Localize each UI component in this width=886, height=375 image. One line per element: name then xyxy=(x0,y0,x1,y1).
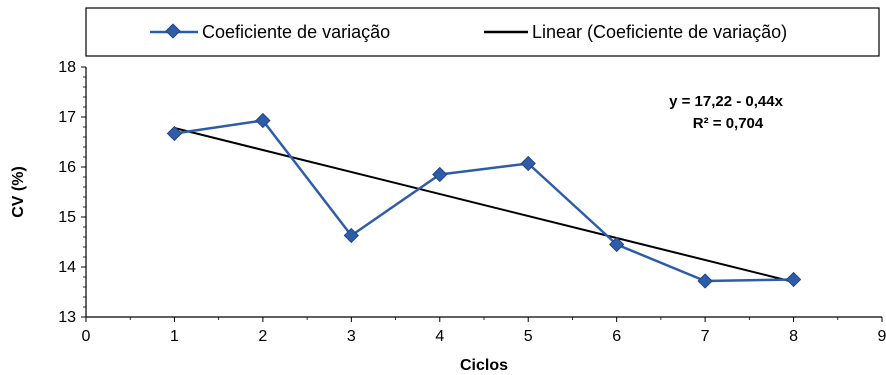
y-tick-label: 14 xyxy=(58,259,76,276)
data-point-marker xyxy=(166,125,183,142)
y-tick-label: 16 xyxy=(58,159,76,176)
data-point-marker xyxy=(785,271,802,288)
y-tick-label: 13 xyxy=(58,309,76,326)
x-tick-label: 0 xyxy=(82,328,91,345)
y-tick-label: 17 xyxy=(58,109,76,126)
y-ticks: 13 14 15 16 17 18 xyxy=(58,59,86,326)
x-tick-label: 6 xyxy=(612,328,621,345)
x-tick-label: 9 xyxy=(878,328,886,345)
x-axis-title: Ciclos xyxy=(460,357,508,374)
trendline-layer xyxy=(174,127,794,283)
data-point-marker xyxy=(520,155,536,172)
trendline-equation: y = 17,22 - 0,44x xyxy=(669,93,783,110)
legend-box xyxy=(85,7,880,57)
x-tick-label: 4 xyxy=(435,328,444,345)
legend-trendline-label: Linear (Coeficiente de variação) xyxy=(532,22,787,42)
legend-series-label: Coeficiente de variação xyxy=(202,22,390,42)
x-tick-label: 1 xyxy=(170,328,179,345)
legend: Coeficiente de variação Linear (Coeficie… xyxy=(85,7,880,57)
legend-series-marker xyxy=(165,23,181,39)
x-ticks: 0 1 2 3 4 5 6 7 8 9 xyxy=(82,317,886,345)
trendline xyxy=(174,127,794,283)
series-layer xyxy=(166,112,802,289)
x-tick-label: 3 xyxy=(347,328,356,345)
r-squared-label: R² = 0,704 xyxy=(693,115,764,132)
data-point-marker xyxy=(255,112,271,129)
x-tick-label: 8 xyxy=(789,328,798,345)
x-tick-label: 2 xyxy=(258,328,267,345)
y-axis-title: CV (%) xyxy=(10,166,27,218)
data-point-marker xyxy=(697,273,713,289)
series-line xyxy=(174,119,794,283)
y-tick-label: 18 xyxy=(58,59,76,76)
data-point-marker xyxy=(432,166,448,183)
y-tick-label: 15 xyxy=(58,209,76,226)
data-point-marker xyxy=(609,236,625,253)
x-tick-label: 7 xyxy=(701,328,710,345)
data-point-marker xyxy=(343,227,359,244)
x-tick-label: 5 xyxy=(524,328,533,345)
